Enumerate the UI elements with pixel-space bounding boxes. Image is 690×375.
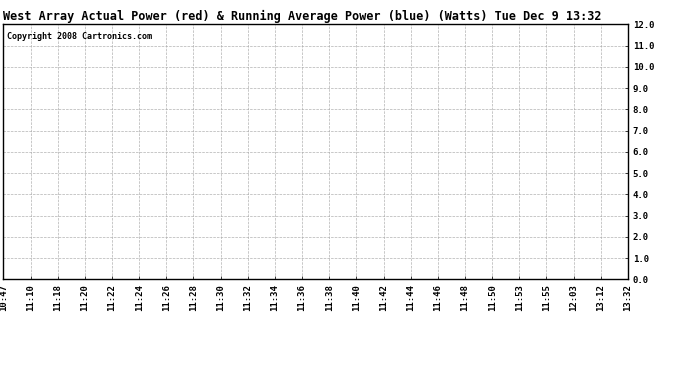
Text: Copyright 2008 Cartronics.com: Copyright 2008 Cartronics.com (7, 32, 152, 41)
Text: West Array Actual Power (red) & Running Average Power (blue) (Watts) Tue Dec 9 1: West Array Actual Power (red) & Running … (3, 10, 602, 23)
